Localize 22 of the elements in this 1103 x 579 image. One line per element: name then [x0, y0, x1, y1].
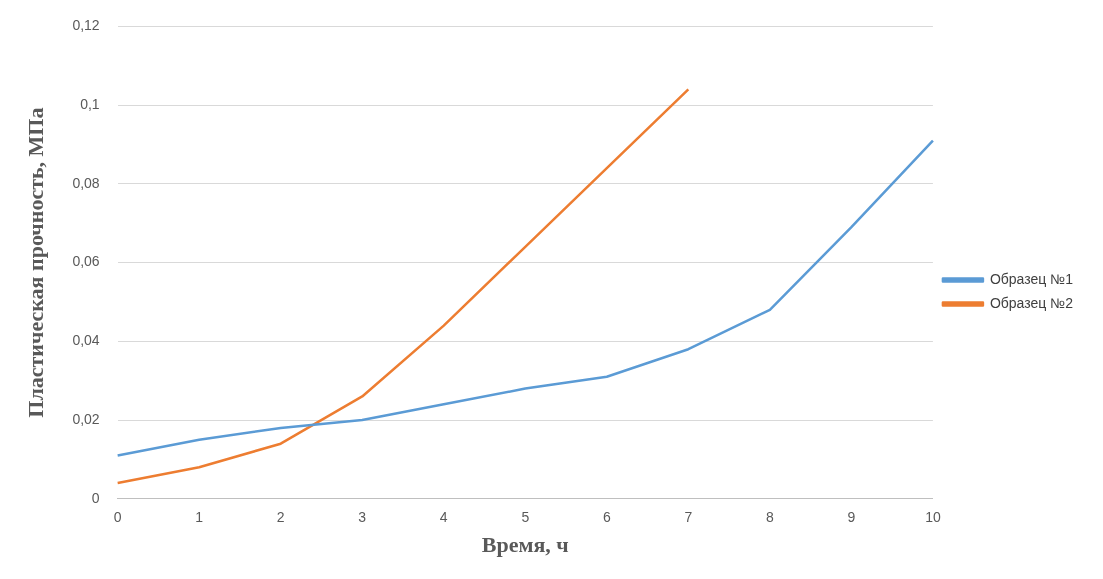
y-tick-label: 0,1 [80, 95, 100, 112]
x-tick-label: 3 [358, 509, 367, 526]
legend-label: Образец №1 [989, 270, 1074, 287]
x-axis-title: Время, ч [481, 532, 569, 558]
x-tick-label: 5 [521, 509, 530, 526]
x-tick-label: 10 [925, 509, 941, 526]
x-tick-label: 2 [276, 509, 285, 526]
y-tick-label: 0,04 [72, 332, 100, 349]
y-tick-label: 0,12 [72, 17, 100, 34]
x-tick-label: 7 [684, 509, 693, 526]
x-tick-label: 1 [195, 509, 204, 526]
y-tick-label: 0 [91, 489, 100, 506]
y-tick-label: 0,08 [72, 174, 100, 191]
y-tick-label: 0,06 [72, 253, 100, 270]
y-axis-title: Пластическая прочность, МПа [22, 107, 48, 418]
x-tick-label: 4 [439, 509, 448, 526]
x-tick-label: 6 [602, 509, 611, 526]
x-tick-label: 0 [113, 509, 122, 526]
y-tick-label: 0,02 [72, 410, 100, 427]
x-tick-label: 9 [847, 509, 856, 526]
legend-label: Образец №2 [989, 294, 1074, 311]
x-tick-label: 8 [765, 509, 774, 526]
